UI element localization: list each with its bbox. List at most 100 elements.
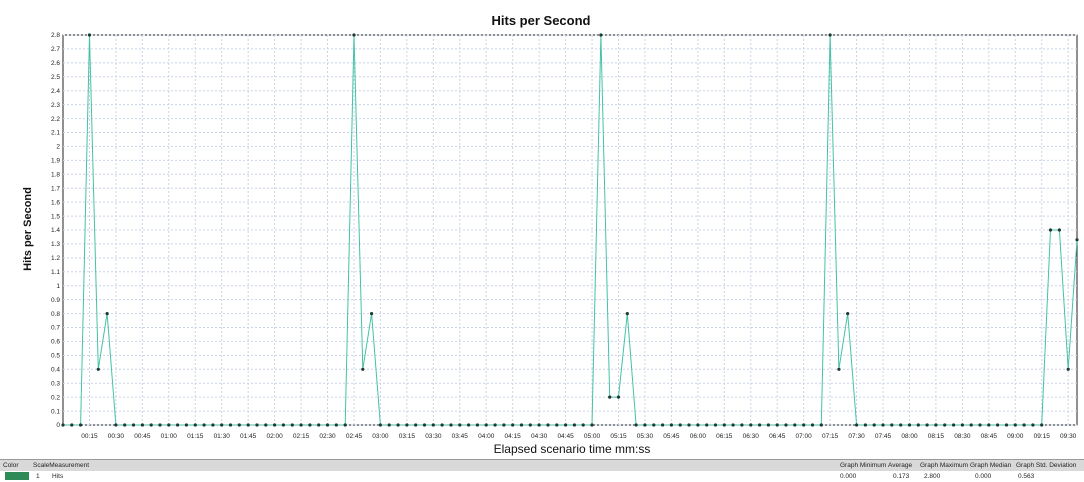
y-tick-label: 1.4: [51, 227, 60, 234]
data-point: [423, 423, 426, 426]
data-point: [432, 423, 435, 426]
data-point: [643, 423, 646, 426]
data-point: [379, 423, 382, 426]
y-tick-label: 0.6: [51, 339, 60, 346]
x-tick-label: 09:00: [1007, 433, 1024, 440]
hits-per-second-chart: Hits per Second Hits per Second Elapsed …: [0, 0, 1084, 459]
data-point: [626, 312, 629, 315]
y-tick-label: 2.1: [51, 130, 60, 137]
legend-graph-median-value: 0.000: [975, 473, 991, 480]
data-point: [784, 423, 787, 426]
data-point: [106, 312, 109, 315]
data-point: [123, 423, 126, 426]
data-point: [978, 423, 981, 426]
data-point: [793, 423, 796, 426]
data-point: [317, 423, 320, 426]
x-tick-label: 08:30: [954, 433, 971, 440]
y-tick-label: 0.1: [51, 408, 60, 415]
x-tick-label: 05:15: [610, 433, 627, 440]
data-point: [952, 423, 955, 426]
x-tick-label: 02:15: [293, 433, 310, 440]
y-tick-label: 2.2: [51, 116, 60, 123]
data-point: [538, 423, 541, 426]
data-point: [934, 423, 937, 426]
legend-header-color: Color: [3, 462, 19, 469]
data-point: [238, 423, 241, 426]
legend-header-graph-std-deviation: Graph Std. Deviation: [1016, 462, 1076, 469]
data-point: [714, 423, 717, 426]
data-point: [670, 423, 673, 426]
y-tick-label: 1.8: [51, 171, 60, 178]
data-point: [961, 423, 964, 426]
x-tick-label: 03:45: [452, 433, 469, 440]
data-point: [943, 423, 946, 426]
data-point: [996, 423, 999, 426]
data-point: [802, 423, 805, 426]
data-point: [546, 423, 549, 426]
data-point: [520, 423, 523, 426]
x-tick-label: 04:30: [531, 433, 548, 440]
data-point: [652, 423, 655, 426]
data-point: [1031, 423, 1034, 426]
legend-header-average: Average: [888, 462, 912, 469]
data-point: [141, 423, 144, 426]
y-tick-label: 0.9: [51, 297, 60, 304]
x-tick-label: 01:00: [161, 433, 178, 440]
data-point: [388, 423, 391, 426]
data-point: [890, 423, 893, 426]
y-tick-label: 0.5: [51, 353, 60, 360]
series-color-swatch: [5, 472, 29, 480]
y-tick-label: 0.8: [51, 311, 60, 318]
x-tick-label: 07:15: [822, 433, 839, 440]
y-tick-label: 0: [56, 422, 60, 429]
data-point: [502, 423, 505, 426]
data-point: [97, 368, 100, 371]
data-point: [529, 423, 532, 426]
data-point: [150, 423, 153, 426]
data-point: [308, 423, 311, 426]
y-tick-label: 1.6: [51, 199, 60, 206]
data-point: [837, 368, 840, 371]
data-point: [732, 423, 735, 426]
data-point: [414, 423, 417, 426]
data-point: [397, 423, 400, 426]
data-point: [494, 423, 497, 426]
legend-header-scale-measurement: ScaleMeasurement: [33, 462, 89, 469]
data-point: [264, 423, 267, 426]
x-tick-label: 09:30: [1060, 433, 1077, 440]
data-point: [1058, 228, 1061, 231]
data-point: [255, 423, 258, 426]
y-tick-label: 1.2: [51, 255, 60, 262]
data-point: [476, 423, 479, 426]
data-point: [705, 423, 708, 426]
data-point: [361, 368, 364, 371]
y-tick-label: 2.4: [51, 88, 60, 95]
data-point: [696, 423, 699, 426]
x-tick-label: 06:00: [690, 433, 707, 440]
x-tick-label: 00:45: [134, 433, 151, 440]
data-point: [467, 423, 470, 426]
x-tick-label: 04:45: [557, 433, 574, 440]
x-tick-label: 00:15: [81, 433, 98, 440]
y-tick-label: 2.3: [51, 102, 60, 109]
data-point: [1049, 228, 1052, 231]
legend-header-row: Color ScaleMeasurement Graph Minimum Ave…: [0, 459, 1084, 471]
y-tick-label: 2.8: [51, 32, 60, 39]
legend-row-hits[interactable]: 1 Hits 0.000 0.173 2.800 0.000 0.563: [0, 471, 1084, 482]
data-point: [617, 396, 620, 399]
data-point: [758, 423, 761, 426]
data-point: [846, 312, 849, 315]
data-point: [247, 423, 250, 426]
data-point: [220, 423, 223, 426]
data-point: [132, 423, 135, 426]
data-point: [167, 423, 170, 426]
x-tick-label: 02:00: [266, 433, 283, 440]
data-point: [687, 423, 690, 426]
data-point: [820, 423, 823, 426]
y-tick-label: 1.1: [51, 269, 60, 276]
data-point: [864, 423, 867, 426]
x-tick-label: 01:45: [240, 433, 257, 440]
legend-graph-std-deviation-value: 0.563: [1018, 473, 1034, 480]
data-point: [970, 423, 973, 426]
x-tick-label: 04:00: [478, 433, 495, 440]
